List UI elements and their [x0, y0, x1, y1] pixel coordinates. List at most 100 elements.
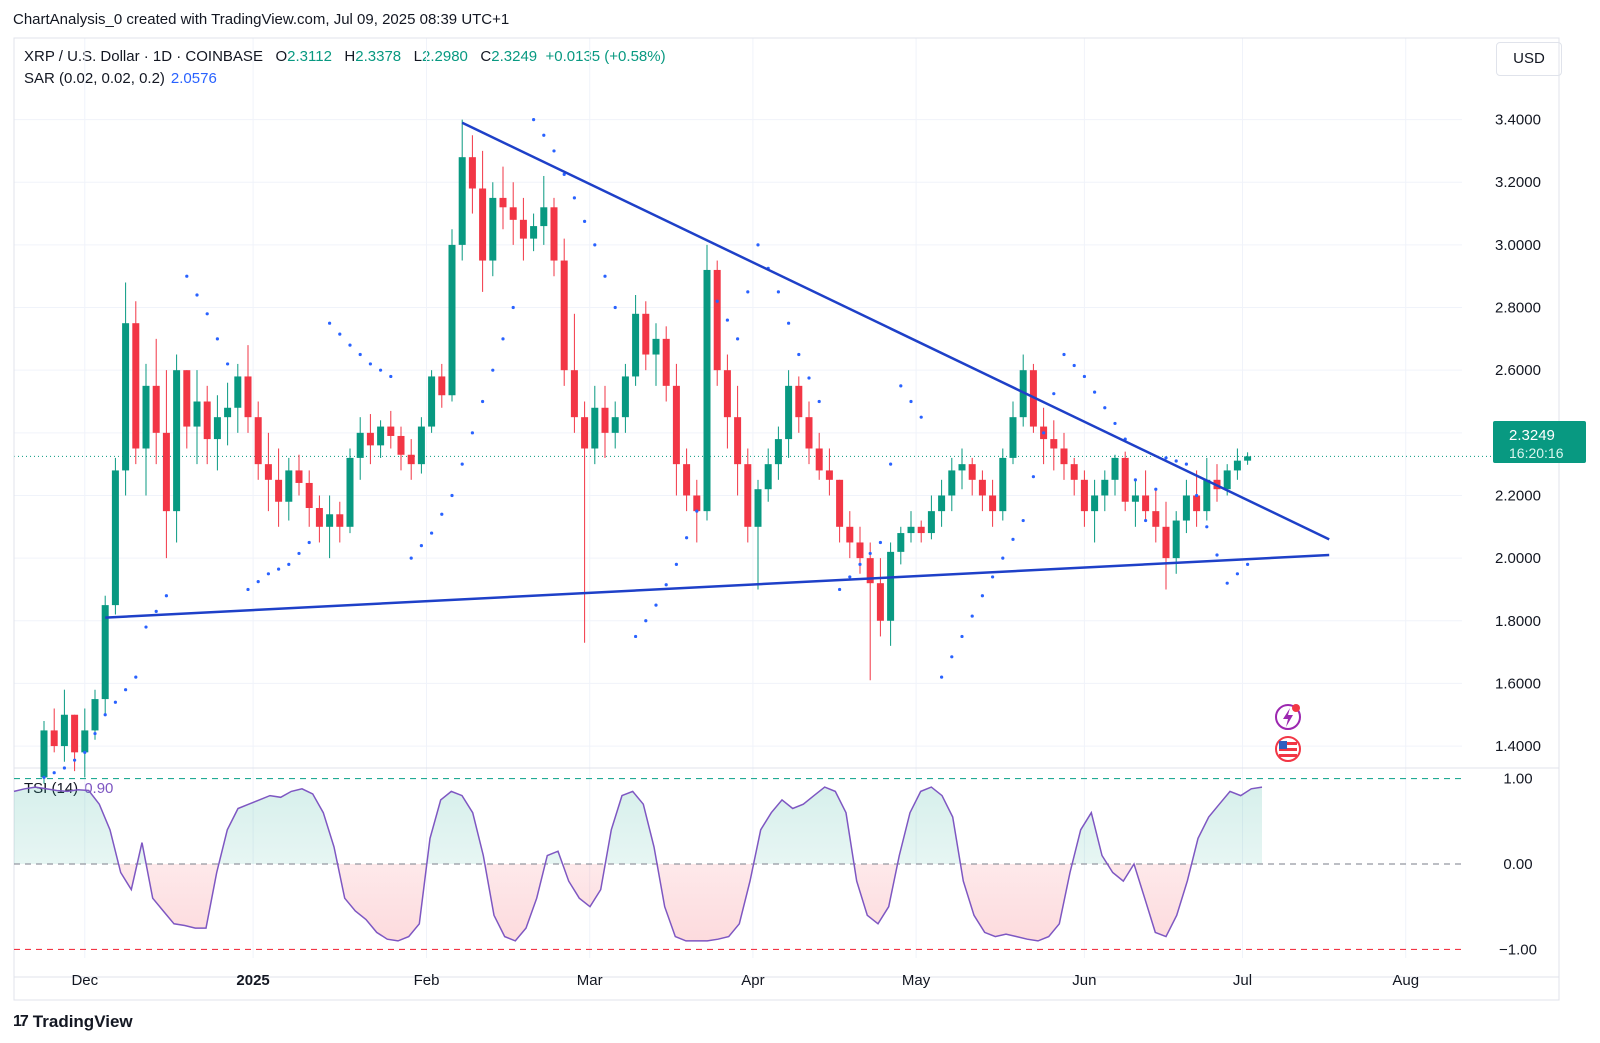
currency-button[interactable]: USD — [1496, 42, 1562, 76]
candle-body — [1233, 460, 1241, 471]
sar-dot — [542, 133, 546, 137]
sar-dot — [460, 462, 464, 466]
sar-dot — [674, 562, 679, 566]
candle-body — [407, 454, 415, 465]
candle-body — [193, 401, 201, 427]
sar-dot — [634, 634, 638, 639]
candle-body — [1142, 495, 1150, 512]
candle-body — [1152, 511, 1160, 527]
candle-body — [805, 417, 813, 449]
sar-dot — [878, 540, 883, 545]
candle-body — [978, 479, 986, 496]
candle-body — [581, 417, 589, 449]
sar-dot — [154, 609, 158, 613]
candle-body — [81, 730, 89, 753]
x-tick-label: Jul — [1233, 972, 1252, 989]
candle-body — [713, 269, 721, 371]
candle-body — [295, 470, 303, 483]
y-tick-label: 3.0000 — [1495, 237, 1541, 254]
candle-body — [591, 407, 599, 449]
candle-body — [234, 376, 242, 408]
sar-dot — [389, 374, 393, 379]
sar-dot — [797, 352, 801, 357]
sar-dot — [603, 274, 607, 278]
y-tick-label: 1.6000 — [1495, 675, 1541, 692]
sar-dot — [440, 512, 444, 516]
candle-body — [836, 479, 844, 527]
y-tick-label: 2.0000 — [1495, 550, 1541, 567]
tsi-level-label: 1.00 — [1503, 771, 1532, 788]
footer-brand[interactable]: 17 TradingView — [13, 1012, 133, 1032]
symbol-title[interactable]: XRP / U.S. Dollar · 1D · COINBASE — [24, 48, 263, 65]
candle-body — [305, 482, 313, 509]
candle-body — [428, 376, 436, 427]
candle-body — [1223, 470, 1231, 490]
sar-dot — [1225, 581, 1229, 585]
sar-dot — [205, 312, 209, 316]
sar-dot — [124, 688, 128, 692]
sar-dot — [1246, 562, 1250, 566]
sar-dot — [1001, 556, 1005, 560]
sar-dot — [970, 614, 974, 618]
candle-body — [91, 699, 99, 731]
sar-dot — [593, 243, 597, 247]
candle-body — [611, 417, 619, 433]
candle-body — [693, 495, 701, 512]
ascending-support-trendline[interactable] — [105, 553, 1330, 619]
candle-body — [662, 338, 670, 386]
sar-dot — [430, 531, 434, 535]
x-tick-label: Jun — [1072, 972, 1096, 989]
high-label: H — [344, 48, 356, 65]
sar-dot — [980, 594, 985, 598]
sar-dot — [103, 713, 107, 717]
sar-dot — [1113, 421, 1117, 426]
flash-event-icon[interactable] — [1275, 704, 1301, 730]
y-tick-label: 3.4000 — [1495, 112, 1541, 129]
sar-dot — [807, 376, 811, 380]
sar-dot — [746, 290, 750, 294]
candle-body — [213, 417, 221, 440]
candle-body — [122, 323, 130, 471]
sar-dot — [756, 243, 760, 247]
sar-dot — [654, 603, 658, 607]
candle-body — [509, 207, 517, 220]
candle-body — [744, 464, 752, 527]
high-value: 2.3378 — [355, 48, 402, 65]
sar-dot — [491, 368, 495, 372]
descending-resistance-trendline[interactable] — [461, 121, 1330, 541]
candle-body — [958, 464, 966, 471]
candle-body — [387, 426, 395, 436]
trendlines[interactable] — [105, 121, 1330, 619]
candle-body — [438, 376, 446, 396]
sar-dots — [42, 117, 1250, 779]
candle-body — [111, 470, 119, 606]
sar-label[interactable]: SAR (0.02, 0.02, 0.2) — [24, 70, 165, 87]
ohlc-row: XRP / U.S. Dollar · 1D · COINBASE O2.311… — [24, 46, 666, 68]
candle-body — [764, 464, 772, 490]
candle-body — [356, 432, 364, 458]
us-flag-event-icon[interactable] — [1275, 736, 1301, 762]
y-tick-label: 1.4000 — [1495, 738, 1541, 755]
candle-body — [366, 432, 374, 446]
sar-dot — [113, 700, 117, 704]
candle-body — [550, 207, 558, 261]
tsi-panel — [13, 777, 1462, 951]
candle-body — [183, 370, 191, 427]
sar-dot — [736, 337, 740, 341]
sar-dot — [909, 399, 913, 404]
candle-body — [1070, 464, 1078, 480]
change-value: +0.0135 (+0.58%) — [545, 48, 666, 65]
candle-body — [489, 197, 497, 261]
event-icons[interactable] — [1275, 704, 1301, 762]
candles — [40, 119, 1252, 784]
candle-body — [142, 385, 150, 449]
candle-body — [887, 551, 895, 621]
sar-dot — [511, 305, 515, 310]
sar-dot — [1205, 525, 1209, 529]
sar-dot — [62, 766, 66, 770]
footer-brand-text: TradingView — [32, 1012, 133, 1031]
symbol-legend: XRP / U.S. Dollar · 1D · COINBASE O2.311… — [24, 46, 666, 90]
sar-dot — [348, 343, 352, 347]
candle-body — [1162, 526, 1170, 559]
